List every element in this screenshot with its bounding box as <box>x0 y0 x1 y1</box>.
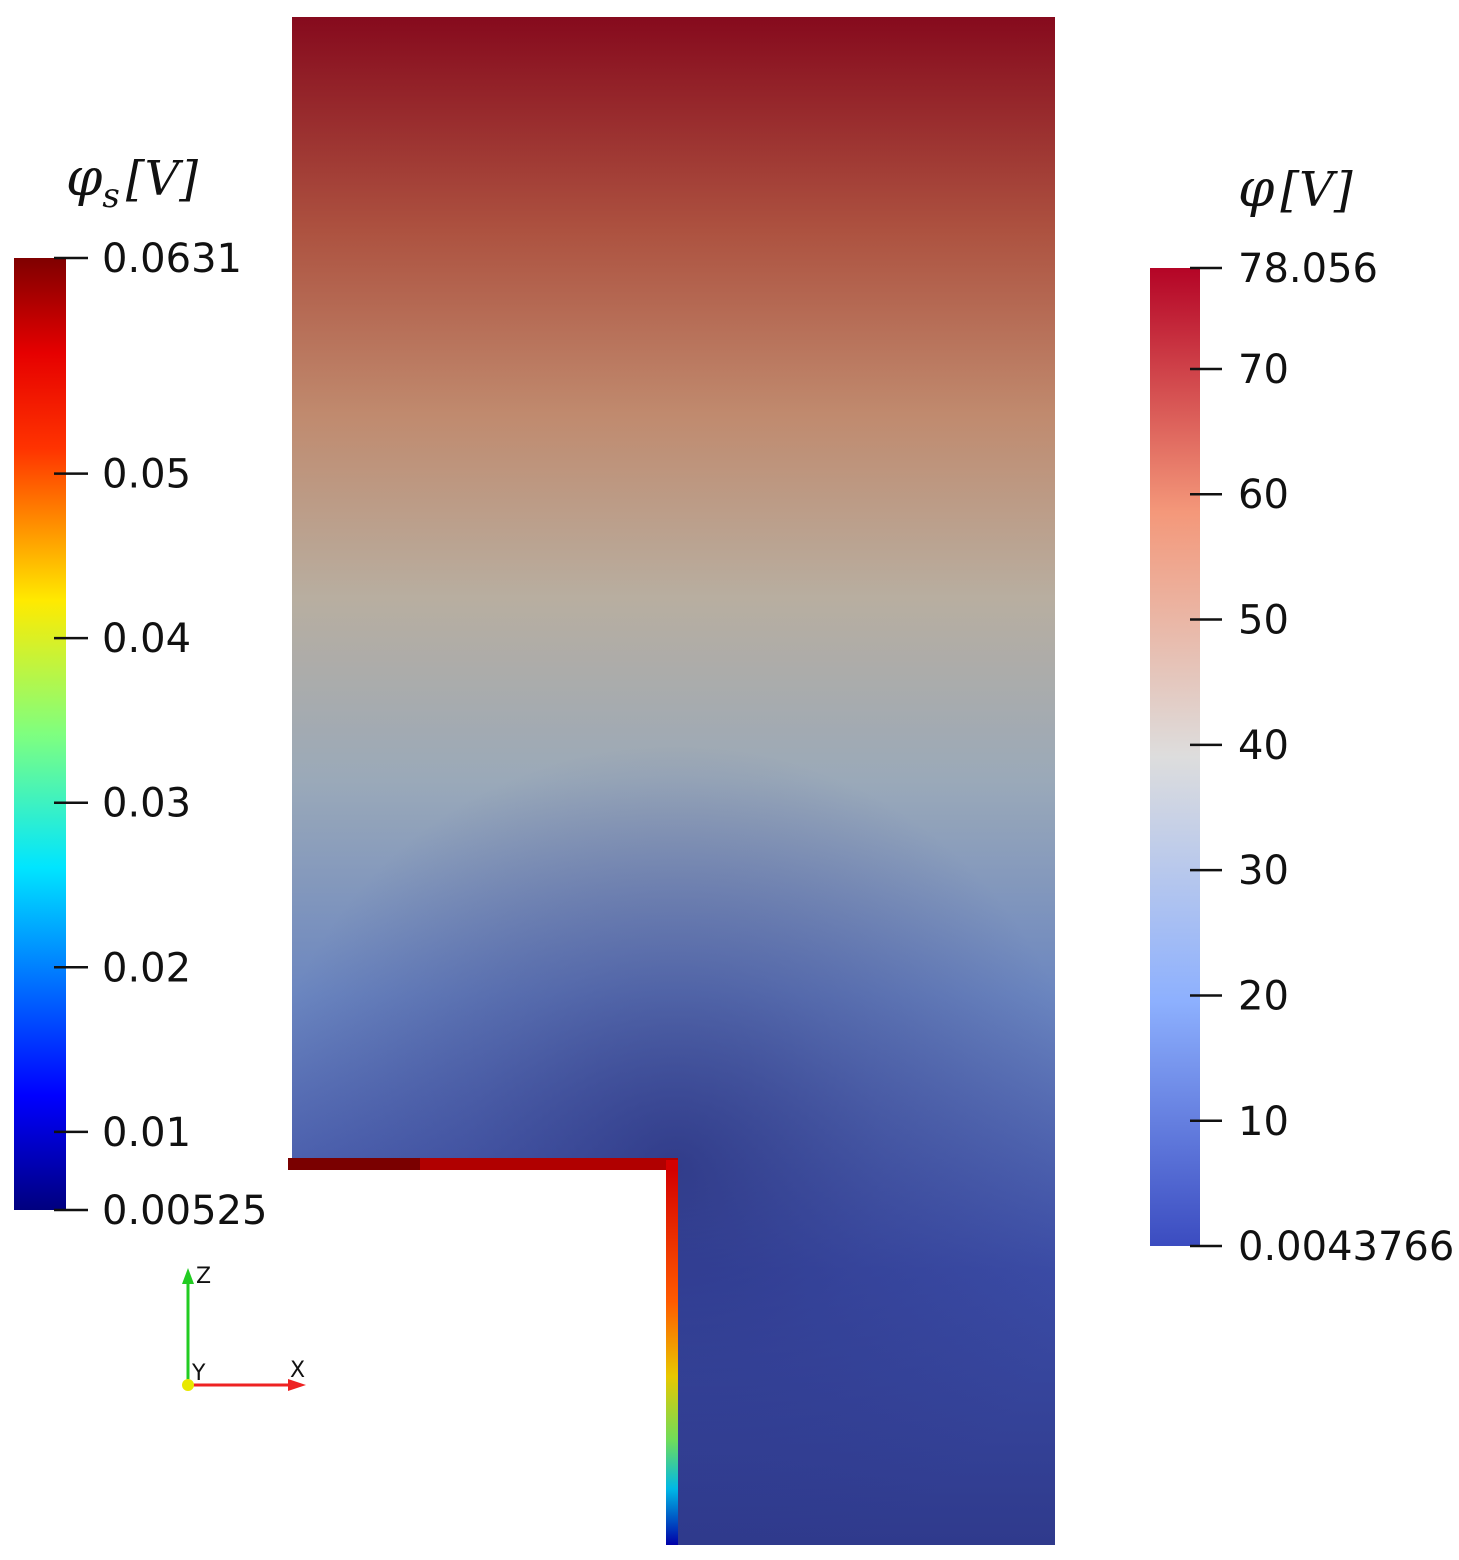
x-axis-arrow <box>288 1379 306 1391</box>
legend-left: φs [V] 0.0631 0.05 0.04 0.03 0.02 0.01 0.00525 <box>14 148 267 1234</box>
axes-origin <box>182 1379 194 1391</box>
legend-right: φ [V] 78.056 70 60 50 40 30 20 10 0.0043766 <box>1150 159 1454 1270</box>
legend_right-tick-label: 10 <box>1238 1099 1289 1145</box>
y-axis-label: Y <box>191 1361 206 1386</box>
legend_right-tick-label: 40 <box>1238 723 1289 769</box>
legend-left-title: φs [V] <box>66 148 198 216</box>
legend-left-ticks: 0.0631 0.05 0.04 0.03 0.02 0.01 0.00525 <box>54 236 267 1234</box>
legend_left-tick-label: 0.04 <box>102 616 191 662</box>
legend_right-tick-label: 20 <box>1238 973 1289 1019</box>
legend_left-tick-label: 0.01 <box>102 1110 191 1156</box>
legend-right-ticks: 78.056 70 60 50 40 30 20 10 0.0043766 <box>1190 246 1454 1270</box>
legend_right-tick-label: 78.056 <box>1238 246 1378 292</box>
z-axis-arrow <box>182 1268 194 1284</box>
axes-triad: Z Y X <box>182 1264 306 1391</box>
legend_right-tick-label: 70 <box>1238 347 1289 393</box>
electrode-strip <box>288 1158 678 1545</box>
legend_left-tick-label: 0.0631 <box>102 236 242 282</box>
legend_left-tick-label: 0.05 <box>102 452 191 498</box>
legend_right-tick-label: 30 <box>1238 848 1289 894</box>
legend_left-tick-label: 0.02 <box>102 945 191 991</box>
legend_right-tick-label: 50 <box>1238 598 1289 644</box>
legend-right-title: φ [V] <box>1238 159 1353 219</box>
legend_right-tick-label: 60 <box>1238 472 1289 518</box>
legend_left-tick-label: 0.03 <box>102 781 191 827</box>
legend_right-tick-label: 0.0043766 <box>1238 1224 1454 1270</box>
legend-right-colorbar <box>1150 268 1200 1246</box>
legend_left-tick-label: 0.00525 <box>102 1188 267 1234</box>
z-axis-label: Z <box>196 1264 211 1289</box>
legend-left-colorbar <box>14 258 66 1210</box>
x-axis-label: X <box>290 1358 305 1383</box>
